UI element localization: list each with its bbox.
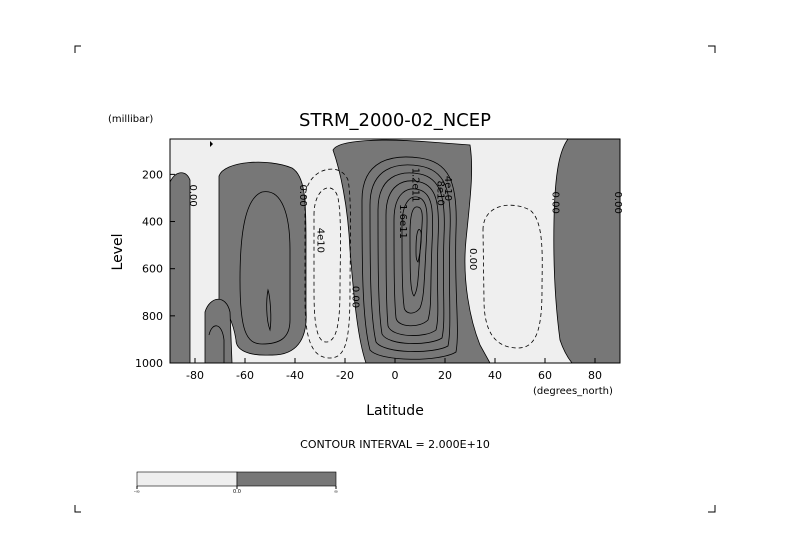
contour-label: 1.2e11 <box>410 168 421 203</box>
x-axis-label: Latitude <box>366 403 424 419</box>
contour-label: 0.00 <box>550 192 561 214</box>
plot-area <box>169 138 621 364</box>
contour-label: 0.00 <box>187 184 198 206</box>
x-tick-label: 20 <box>438 369 452 382</box>
contour-label: 8e10 <box>435 181 446 206</box>
legend-mid-label: 0.0 <box>233 489 241 495</box>
contour-label: 0.00 <box>612 192 623 214</box>
contour-label: 1.6e11 <box>397 204 408 239</box>
x-tick-label: 60 <box>538 369 552 382</box>
colorbar-legend: -∞ 0.0 ∞ <box>134 471 338 495</box>
y-tick-label: 1000 <box>135 357 163 370</box>
contour-labels: 0.00 0.004e100.001.2e111.6e114e108e100.00… <box>187 168 623 309</box>
positive-region-south-low <box>204 298 233 363</box>
contour-label: 0.00 <box>350 286 361 308</box>
contour-label: 4e10 <box>442 176 453 201</box>
contour-lines <box>208 156 458 363</box>
y-axis-label: Level <box>110 234 126 271</box>
contour-interval-text: CONTOUR INTERVAL = 2.000E+10 <box>300 438 490 451</box>
legend-positive-swatch <box>236 471 337 487</box>
contour-label: 4e10 <box>315 228 326 253</box>
contour-label: 0.00 <box>467 248 478 270</box>
chart-title: STRM_2000-02_NCEP <box>299 110 491 131</box>
positive-region-far-south <box>170 172 191 363</box>
y-units-label: (millibar) <box>108 114 153 125</box>
y-tick-label: 400 <box>142 216 163 229</box>
x-tick-label: 40 <box>488 369 502 382</box>
negative-contours <box>304 168 543 359</box>
x-axis-ticks: -80 -60 -40 -20 0 20 40 60 80 <box>186 358 602 382</box>
x-tick-label: -20 <box>336 369 354 382</box>
y-tick-label: 200 <box>142 168 163 181</box>
legend-right-label: ∞ <box>334 489 338 495</box>
y-axis-ticks: 200 400 600 800 1000 <box>135 168 175 370</box>
x-tick-label: 80 <box>588 369 602 382</box>
small-mark <box>210 141 213 147</box>
y-tick-label: 800 <box>142 310 163 323</box>
y-tick-label: 600 <box>142 263 163 276</box>
crop-marks <box>74 45 716 513</box>
positive-region-north <box>553 139 620 363</box>
x-tick-label: -40 <box>286 369 304 382</box>
legend-left-label: -∞ <box>134 489 140 495</box>
legend-negative-swatch <box>136 471 238 487</box>
x-tick-label: 0 <box>392 369 399 382</box>
x-tick-label: -60 <box>236 369 254 382</box>
x-tick-label: -80 <box>186 369 204 382</box>
positive-region-tropics <box>332 139 491 363</box>
contour-label: 0.00 <box>297 184 308 206</box>
x-units-label: (degrees_north) <box>533 386 613 397</box>
